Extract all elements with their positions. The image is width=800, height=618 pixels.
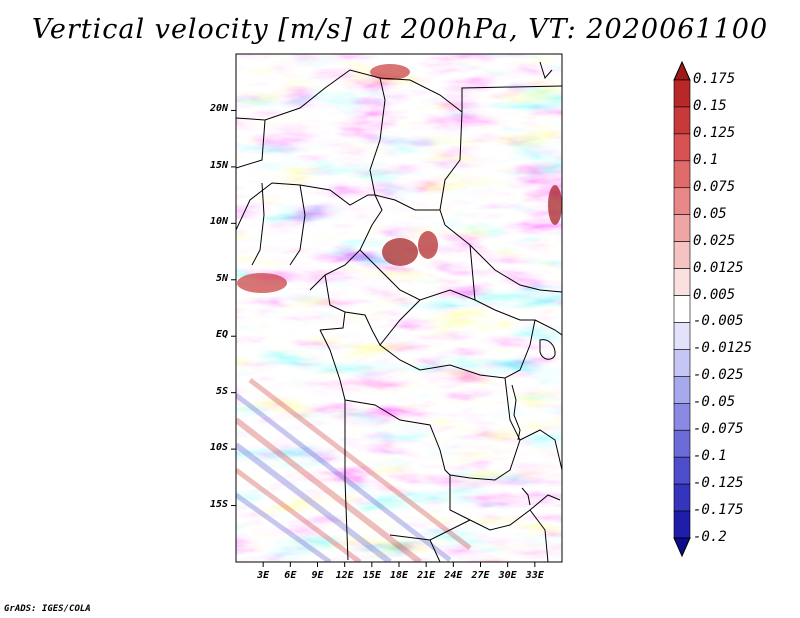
lat-tick-label: 10S	[209, 442, 228, 454]
colorbar-label: 0.1	[693, 151, 719, 168]
longitude-ticks	[262, 562, 536, 567]
lon-tick-label: 15E	[362, 570, 381, 581]
colorbar-label: 0.075	[693, 178, 736, 195]
colorbar-label: 0.05	[693, 205, 727, 222]
velocity-field	[236, 54, 562, 562]
colorbar-segment	[673, 295, 691, 323]
grads-credit: GrADS: IGES/COLA	[4, 604, 91, 614]
lat-tick-label: EQ	[215, 329, 228, 341]
colorbar-segment	[673, 429, 691, 458]
colorbar-segment	[673, 349, 691, 377]
lon-tick-label: 27E	[471, 570, 490, 581]
colorbar-label: -0.075	[693, 421, 744, 438]
colorbar-segment	[673, 187, 691, 216]
colorbar-segment	[673, 483, 691, 512]
colorbar-label: -0.0125	[693, 340, 753, 357]
lon-tick-label: 21E	[417, 570, 436, 581]
colorbar-segment	[673, 160, 691, 189]
colorbar-segment	[673, 376, 691, 404]
colorbar-segment	[673, 322, 691, 350]
colorbar-label: -0.125	[693, 475, 744, 492]
colorbar-label: 0.025	[693, 232, 736, 249]
lat-tick-label: 10N	[209, 216, 228, 228]
colorbar-segment	[673, 402, 691, 431]
lakes	[511, 339, 556, 506]
colorbar-label: -0.005	[693, 313, 744, 330]
colorbar-segment	[673, 268, 691, 296]
southwest-banding	[236, 378, 472, 562]
latitude-ticks	[231, 109, 236, 507]
lon-tick-label: 30E	[498, 570, 517, 581]
colorbar-segment	[673, 241, 691, 269]
lon-tick-label: 12E	[335, 570, 354, 581]
colorbar-segment	[673, 214, 691, 242]
colorbar-label: 0.175	[693, 71, 736, 87]
colorbar-label: 0.005	[693, 286, 736, 303]
country-borders	[236, 61, 562, 562]
lat-tick-label: 20N	[209, 103, 228, 115]
lat-tick-label: 5N	[215, 272, 228, 284]
lon-tick-label: 9E	[311, 570, 324, 581]
colorbar-label: -0.025	[693, 367, 744, 384]
colorbar-label: 0.15	[693, 97, 727, 114]
colorbar-bottom-arrow	[673, 537, 691, 558]
colorbar-label: -0.1	[693, 448, 727, 465]
colorbar-label: 0.0125	[693, 259, 744, 276]
chart-title: Vertical velocity [m/s] at 200hPa, VT: 2…	[31, 14, 769, 45]
lon-tick-label: 33E	[525, 570, 544, 581]
colorbar-label: -0.2	[693, 529, 727, 545]
convective-hotspots	[237, 64, 562, 293]
colorbar	[673, 60, 691, 558]
colorbar-label: -0.05	[693, 394, 736, 411]
lat-tick-label: 15N	[209, 159, 228, 171]
colorbar-segment	[673, 106, 691, 135]
colorbar-segment	[673, 510, 691, 539]
colorbar-label: 0.125	[693, 124, 736, 141]
colorbar-top-arrow	[673, 60, 691, 81]
lat-tick-label: 15S	[209, 498, 228, 510]
lon-tick-label: 6E	[284, 570, 297, 581]
colorbar-segment	[673, 133, 691, 162]
lon-tick-label: 24E	[444, 570, 463, 581]
colorbar-label: -0.175	[693, 502, 744, 519]
lon-tick-label: 3E	[257, 570, 270, 581]
colorbar-segment	[673, 79, 691, 108]
lon-tick-label: 18E	[389, 570, 409, 581]
colorbar-segment	[673, 456, 691, 485]
lat-tick-label: 5S	[215, 385, 228, 397]
